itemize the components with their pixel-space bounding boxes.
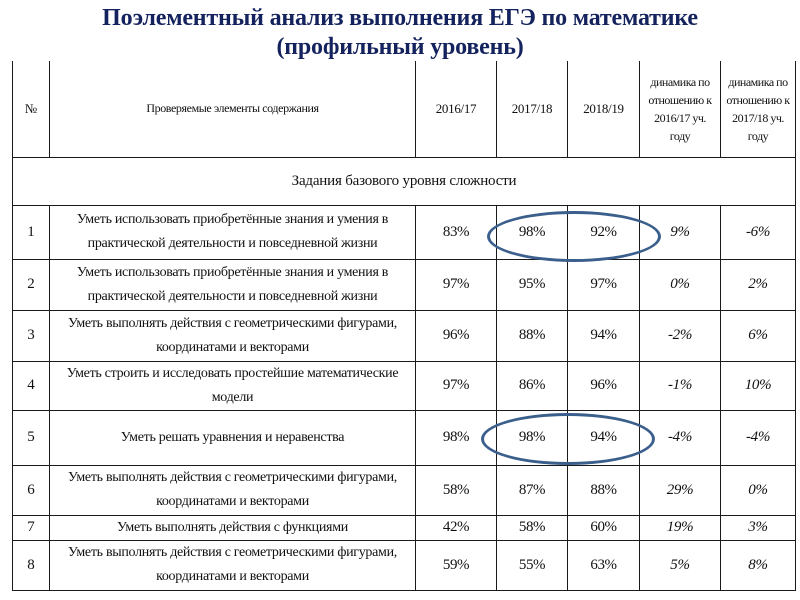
table-row: 8 Уметь выполнять действия с геометричес… [12, 539, 796, 591]
row-dynamics-1: 9% [639, 204, 721, 260]
row-num: 4 [12, 360, 50, 411]
row-dynamics-2: 0% [720, 464, 796, 516]
row-2017-18: 86% [496, 360, 568, 411]
row-num: 2 [12, 258, 50, 311]
row-2018-19: 88% [567, 464, 640, 516]
header-2016-17: 2016/17 [415, 61, 497, 158]
row-element: Уметь использовать приобретённые знания … [49, 204, 416, 260]
analysis-table: № Проверяемые элементы содержания 2016/1… [12, 61, 796, 591]
row-2018-19: 97% [567, 258, 640, 311]
row-dynamics-2: 6% [720, 309, 796, 362]
row-dynamics-2: -4% [720, 409, 796, 466]
row-dynamics-1: 5% [639, 539, 721, 591]
row-2017-18: 95% [496, 258, 568, 311]
section-row: Задания базового уровня сложности [12, 156, 796, 206]
row-dynamics-1: 19% [639, 514, 721, 541]
table-row: 2 Уметь использовать приобретённые знани… [12, 258, 796, 311]
row-dynamics-2: 10% [720, 360, 796, 411]
row-2017-18: 88% [496, 309, 568, 362]
table-row: 5 Уметь решать уравнения и неравенства 9… [12, 409, 796, 466]
header-num: № [12, 61, 50, 158]
row-2017-18: 98% [496, 409, 568, 466]
row-2017-18: 55% [496, 539, 568, 591]
row-num: 5 [12, 409, 50, 466]
row-2018-19: 92% [567, 204, 640, 260]
row-2016-17: 97% [415, 258, 497, 311]
row-dynamics-2: 8% [720, 539, 796, 591]
table-row: 7 Уметь выполнять действия с функциями 4… [12, 514, 796, 541]
row-element: Уметь строить и исследовать простейшие м… [49, 360, 416, 411]
header-dynamics-vs-2017-18: динамика по отношению к 2017/18 уч. году [720, 61, 796, 158]
row-2018-19: 60% [567, 514, 640, 541]
row-2016-17: 96% [415, 309, 497, 362]
row-2018-19: 63% [567, 539, 640, 591]
row-2016-17: 97% [415, 360, 497, 411]
row-2016-17: 83% [415, 204, 497, 260]
row-dynamics-1: -2% [639, 309, 721, 362]
title-line-2: (профильный уровень) [276, 34, 524, 60]
row-element: Уметь выполнять действия с функциями [49, 514, 416, 541]
table-row: 3 Уметь выполнять действия с геометричес… [12, 309, 796, 362]
row-2017-18: 87% [496, 464, 568, 516]
row-dynamics-1: 0% [639, 258, 721, 311]
row-dynamics-1: -1% [639, 360, 721, 411]
row-num: 1 [12, 204, 50, 260]
table-row: 1 Уметь использовать приобретённые знани… [12, 204, 796, 260]
row-2016-17: 98% [415, 409, 497, 466]
row-2018-19: 94% [567, 409, 640, 466]
header-2018-19: 2018/19 [567, 61, 640, 158]
header-2017-18: 2017/18 [496, 61, 568, 158]
row-num: 7 [12, 514, 50, 541]
row-2017-18: 98% [496, 204, 568, 260]
row-2017-18: 58% [496, 514, 568, 541]
row-2018-19: 94% [567, 309, 640, 362]
row-dynamics-2: 3% [720, 514, 796, 541]
row-element: Уметь использовать приобретённые знания … [49, 258, 416, 311]
row-element: Уметь выполнять действия с геометрически… [49, 309, 416, 362]
table-row: 4 Уметь строить и исследовать простейшие… [12, 360, 796, 411]
row-num: 8 [12, 539, 50, 591]
table-row: 6 Уметь выполнять действия с геометричес… [12, 464, 796, 516]
header-row: № Проверяемые элементы содержания 2016/1… [12, 61, 796, 158]
row-2018-19: 96% [567, 360, 640, 411]
row-element: Уметь решать уравнения и неравенства [49, 409, 416, 466]
row-dynamics-2: 2% [720, 258, 796, 311]
row-dynamics-1: -4% [639, 409, 721, 466]
row-dynamics-2: -6% [720, 204, 796, 260]
header-dynamics-vs-2016-17: динамика по отношению к 2016/17 уч. году [639, 61, 721, 158]
row-2016-17: 42% [415, 514, 497, 541]
row-element: Уметь выполнять действия с геометрически… [49, 539, 416, 591]
row-num: 6 [12, 464, 50, 516]
row-dynamics-1: 29% [639, 464, 721, 516]
slide-title: Поэлементный анализ выполнения ЕГЭ по ма… [0, 4, 800, 62]
section-title: Задания базового уровня сложности [12, 156, 796, 206]
row-element: Уметь выполнять действия с геометрически… [49, 464, 416, 516]
row-2016-17: 58% [415, 464, 497, 516]
title-line-1: Поэлементный анализ выполнения ЕГЭ по ма… [102, 5, 698, 31]
row-2016-17: 59% [415, 539, 497, 591]
header-element: Проверяемые элементы содержания [49, 61, 416, 158]
row-num: 3 [12, 309, 50, 362]
